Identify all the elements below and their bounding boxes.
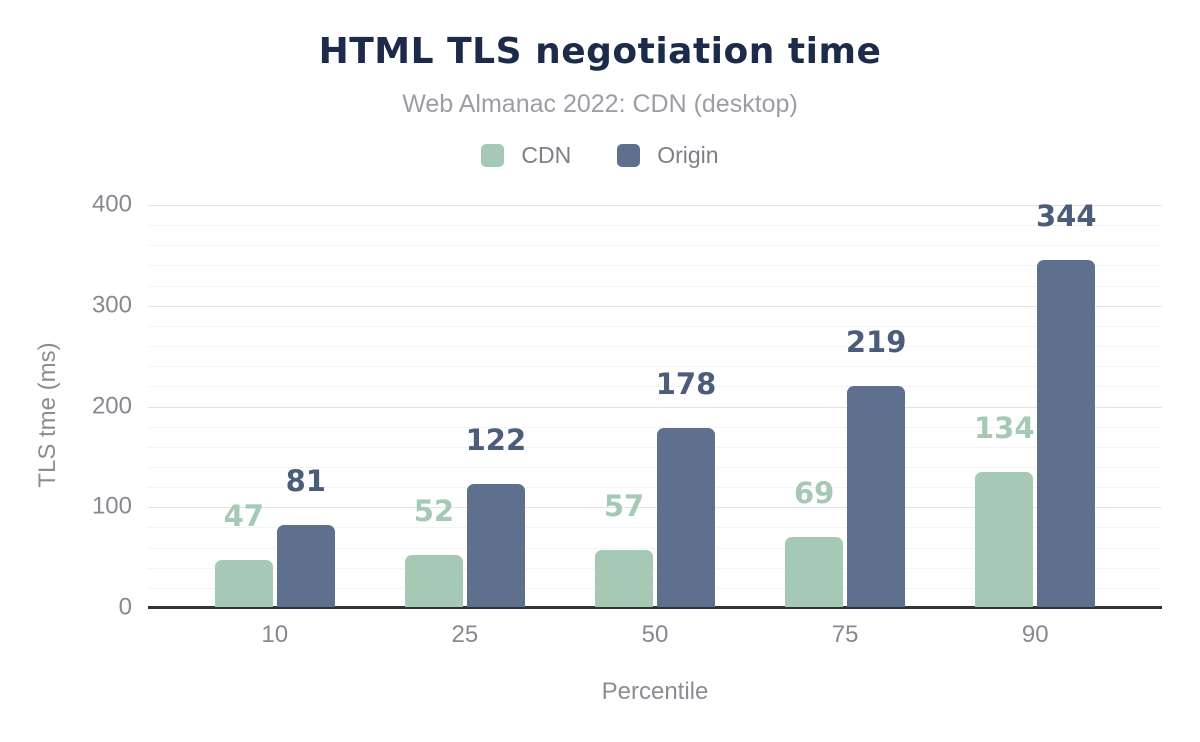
bar-cdn-p50 [595,549,653,607]
bar-value-label: 81 [285,464,326,499]
bar-cdn-p25 [404,554,463,607]
x-axis-line [148,606,1162,609]
y-axis-tick-label: 100 [91,492,132,520]
bar-cdn-p75 [785,537,844,607]
legend-label: Origin [657,142,719,168]
x-axis-title: Percentile [601,678,709,705]
bar-origin-p90 [1037,260,1096,607]
bar-value-label: 344 [1035,199,1097,234]
minor-gridline [148,366,1162,368]
minor-gridline [148,225,1162,227]
minor-gridline [148,346,1162,348]
bar-cdn-p90 [975,472,1034,607]
minor-gridline [148,446,1162,448]
bar-value-label: 134 [973,411,1035,445]
major-gridline [148,507,1162,509]
major-gridline [148,406,1162,408]
plot-area: 47 81 10 52 122 25 57 178 50 69 219 75 134 344 90 [148,199,1162,647]
major-gridline [148,205,1162,206]
bar-cdn-p10 [214,559,273,607]
legend-swatch-origin [617,144,641,167]
chart-subtitle: Web Almanac 2022: CDN (desktop) [402,90,798,118]
minor-gridline [148,487,1162,489]
legend-label: CDN [521,142,572,168]
y-axis-tick-label: 0 [118,593,132,621]
minor-gridline [148,285,1162,287]
y-axis-tick-label: 200 [91,392,132,420]
minor-gridline [148,386,1162,388]
minor-gridline [148,587,1162,589]
bar-value-label: 178 [655,366,717,401]
x-axis-tick-label: 10 [261,621,289,648]
y-axis-tick-label: 300 [91,291,132,319]
bar-value-label: 52 [413,493,455,528]
x-axis-tick-label: 75 [831,621,859,648]
x-axis-tick-label: 25 [451,621,479,648]
bar-origin-p75 [847,386,906,607]
bar-value-label: 219 [845,325,907,360]
minor-gridline [148,547,1162,549]
bar-origin-p25 [466,484,525,607]
bar-origin-p50 [657,427,715,607]
minor-gridline [148,325,1162,327]
minor-gridline [148,567,1162,569]
minor-gridline [148,426,1162,428]
bar-value-label: 69 [793,476,835,511]
x-axis-tick-label: 90 [1021,621,1049,648]
y-axis-tick-label: 400 [91,190,132,218]
bar-value-label: 47 [223,498,264,533]
legend-item: CDN [481,142,571,169]
minor-gridline [148,527,1162,529]
bar-value-label: 122 [465,423,527,458]
minor-gridline [148,245,1162,247]
legend-item: Origin [617,142,719,169]
x-axis-tick-label: 50 [641,621,669,648]
minor-gridline [148,265,1162,267]
bar-origin-p10 [276,525,335,607]
chart-title: HTML TLS negotiation time [318,31,882,72]
chart-legend: CDN Origin [0,142,1200,169]
minor-gridline [148,466,1162,468]
legend-swatch-cdn [481,144,505,167]
bar-value-label: 57 [603,488,645,523]
major-gridline [148,305,1162,307]
